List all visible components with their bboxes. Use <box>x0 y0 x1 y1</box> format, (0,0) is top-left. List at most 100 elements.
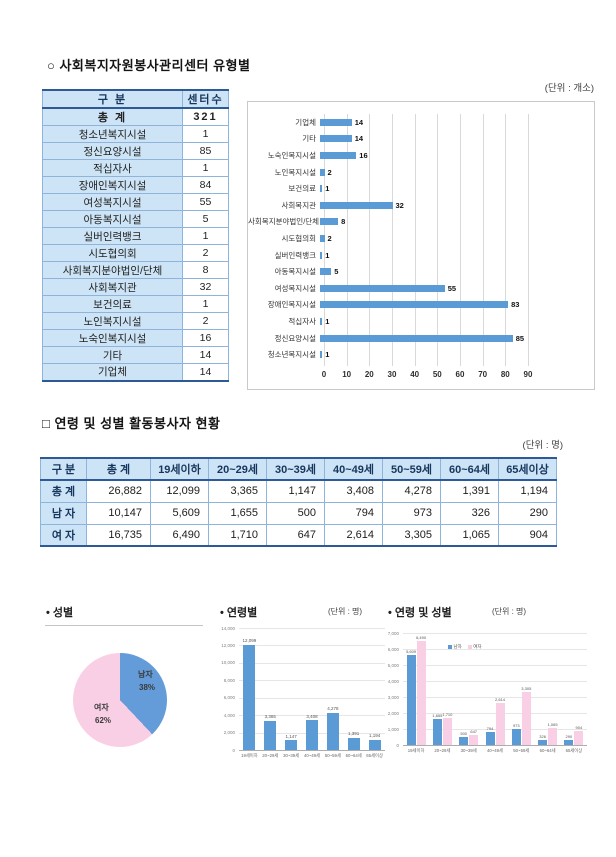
age-chart-title: • 연령별 <box>220 607 258 619</box>
x-axis-tick-label: 20 <box>364 370 374 379</box>
x-axis-tick-label: 70 <box>478 370 488 379</box>
bar <box>320 201 393 209</box>
table1-value-cell: 55 <box>182 193 229 211</box>
bar <box>495 703 505 745</box>
table1-label-cell: 장애인복지시설 <box>42 176 183 194</box>
y-axis-tick-label: 2,000 <box>387 710 399 716</box>
bar-value-label: 6,490 <box>416 635 427 641</box>
bar-value-label: 1,147 <box>285 733 297 739</box>
table1-label-cell: 정신요양시설 <box>42 142 183 160</box>
gridline <box>324 114 325 366</box>
table2-value-cell: 1,194 <box>498 479 557 503</box>
table2-value-cell: 904 <box>498 523 557 547</box>
gridline <box>403 745 587 746</box>
table2-column-header: 60~64세 <box>440 457 499 481</box>
table1-label-cell: 기타 <box>42 346 183 364</box>
table2-value-cell: 290 <box>498 501 557 525</box>
table2-value-cell: 973 <box>382 501 441 525</box>
table1-row: 정신요양시설 85 <box>42 142 229 160</box>
table2-value-cell: 500 <box>266 501 325 525</box>
category-label: 노인복지시설 <box>274 167 316 177</box>
table1-row: 노인복지시설 2 <box>42 312 229 330</box>
bar <box>416 641 426 745</box>
bar <box>347 737 360 750</box>
bar-row: 시도협의회 2 <box>248 230 592 247</box>
bar-value-label: 4,278 <box>327 706 339 712</box>
bar-row: 노인복지시설 2 <box>248 164 592 181</box>
bar-track: 85 <box>320 330 592 347</box>
x-axis-tick-label: 10 <box>342 370 352 379</box>
category-label: 사회복지분야법인/단체 <box>248 217 320 227</box>
bar-value-label: 2 <box>327 167 332 177</box>
table2-value-cell: 3,305 <box>382 523 441 547</box>
table1-value-cell: 84 <box>182 176 229 194</box>
category-label: 아동복지시설 <box>274 267 316 277</box>
bar-value-label: 5,609 <box>406 649 417 655</box>
table1-value-cell: 1 <box>182 125 229 143</box>
table1-row: 총 계 321 <box>42 107 229 126</box>
gridline <box>403 665 587 666</box>
gridline <box>346 114 348 366</box>
table2-label-cell: 남 자 <box>40 501 87 525</box>
gender-pie-chart <box>73 653 167 747</box>
bar-row: 보건의료 1 <box>248 180 592 197</box>
table2-column-header: 19세이하 <box>150 457 209 481</box>
table1-value-cell: 1 <box>182 295 229 313</box>
y-axis-tick-label: 0 <box>396 742 399 748</box>
age-gender-chart-title: • 연령 및 성별 <box>388 607 452 619</box>
bar-value-label: 1,391 <box>348 731 360 737</box>
table1-value-cell: 321 <box>182 107 229 126</box>
legend-swatch-male-icon <box>448 645 452 649</box>
bar <box>320 301 509 309</box>
category-label: 실버인력뱅크 <box>274 250 316 260</box>
section1-unit-label: (단위 : 개소) <box>544 83 594 94</box>
bar-value-label: 904 <box>575 724 583 730</box>
bar <box>368 739 381 750</box>
table2-value-cell: 1,065 <box>440 523 499 547</box>
category-label: 여성복지시설 <box>274 283 316 293</box>
x-axis-tick-label: 60~64세 <box>539 748 556 753</box>
bar-row: 여성복지시설 55 <box>248 280 592 297</box>
table2-column-header: 20~29세 <box>208 457 267 481</box>
bar-value-label: 3,305 <box>521 686 532 692</box>
chart-x-axis: 0 10 20 30 40 50 60 70 80 90 <box>322 370 533 382</box>
gridline <box>239 662 385 664</box>
bar-value-label: 647 <box>470 728 478 734</box>
bar-value-label: 500 <box>460 731 468 736</box>
bar-value-label: 3,408 <box>306 713 318 719</box>
bar-value-label: 83 <box>511 300 520 310</box>
y-axis-tick-label: 4,000 <box>223 712 235 718</box>
x-axis-tick-label: 65세이상 <box>366 753 383 758</box>
bar <box>320 185 323 193</box>
category-label: 보건의료 <box>288 184 316 194</box>
chart-legend: 남자 여자 <box>448 644 482 650</box>
bar-row: 기업체 14 <box>248 114 592 131</box>
pie-label-male: 남자 <box>138 670 153 679</box>
y-axis-tick-label: 5,000 <box>387 662 399 668</box>
table1-row: 사회복지분야법인/단체 8 <box>42 261 229 279</box>
bar-value-label: 12,099 <box>242 638 257 644</box>
table1-label-cell: 청소년복지시설 <box>42 125 183 143</box>
bar-track: 1 <box>320 313 592 330</box>
x-axis-tick-label: 30~39세 <box>283 753 300 758</box>
category-label: 정신요양시설 <box>274 333 316 343</box>
pie-label-female: 여자 <box>94 703 109 712</box>
table1-label-cell: 보건의료 <box>42 295 183 313</box>
bar-value-label: 1,710 <box>442 711 453 717</box>
bar <box>320 151 357 159</box>
bar-value-label: 16 <box>359 150 368 160</box>
bar-value-label: 794 <box>486 726 494 732</box>
bar <box>320 334 513 342</box>
bar <box>306 720 318 750</box>
bar-track: 8 <box>320 214 592 231</box>
bar-value-label: 3,365 <box>264 714 276 720</box>
table2-value-cell: 1,655 <box>208 501 267 525</box>
bar-value-label: 2 <box>327 233 332 243</box>
gridline <box>403 729 587 730</box>
gridline <box>369 114 371 366</box>
gridline <box>460 114 461 366</box>
bar-row: 실버인력뱅크 1 <box>248 247 592 264</box>
bar-row: 아동복지시설 5 <box>248 263 592 280</box>
bar <box>432 718 442 745</box>
